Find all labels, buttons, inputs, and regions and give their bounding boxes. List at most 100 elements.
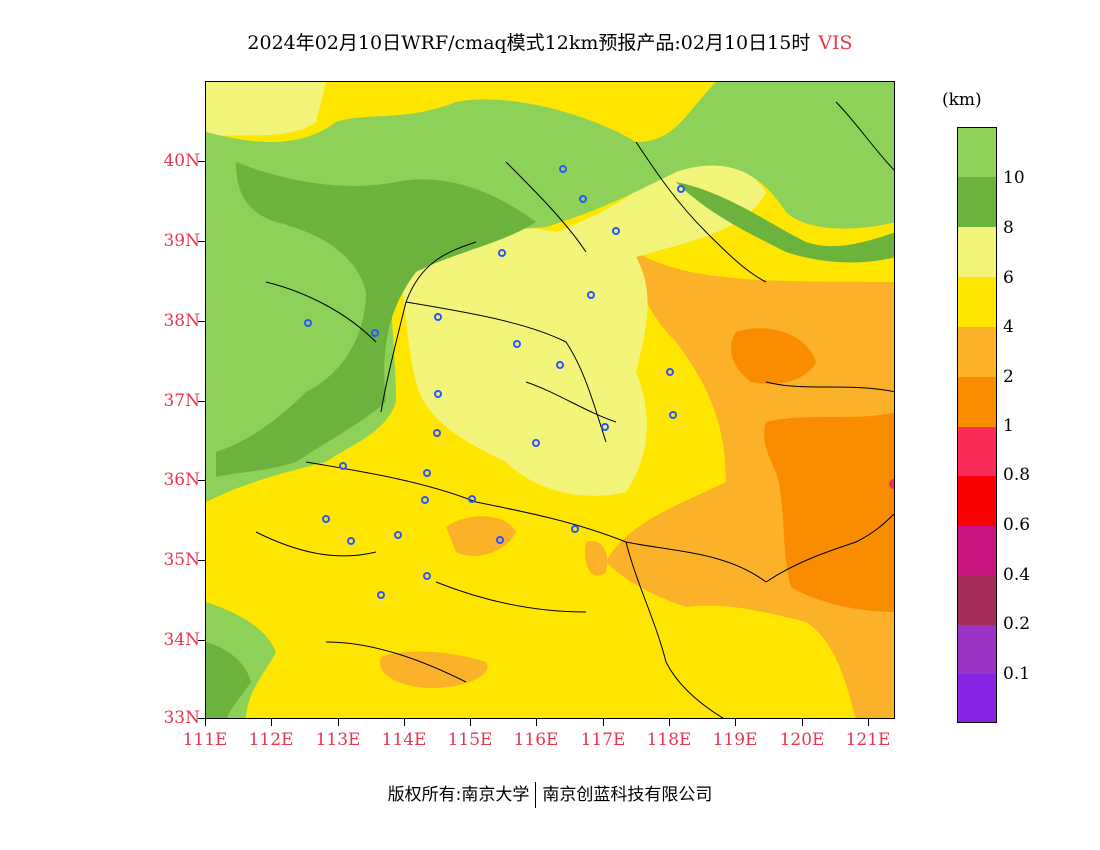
boundary-line [305, 461, 767, 583]
lon-tick [338, 719, 339, 726]
city-marker [677, 185, 685, 193]
vis-6-8-region-northwest [206, 82, 326, 137]
city-marker [377, 591, 385, 599]
city-marker [559, 165, 567, 173]
colorbar-label: 10 [1003, 168, 1025, 188]
boundary-line [525, 381, 617, 423]
lat-tick [198, 241, 205, 242]
lon-tick [470, 719, 471, 726]
lon-tick [802, 719, 803, 726]
footer-separator [535, 782, 537, 808]
lon-label-117e: 117E [580, 730, 626, 750]
city-marker [612, 227, 620, 235]
lat-tick [198, 321, 205, 322]
city-marker [421, 496, 429, 504]
lat-label-37n: 37N [163, 391, 200, 411]
lon-tick [603, 719, 604, 726]
city-marker [601, 423, 609, 431]
boundary-line [625, 541, 724, 718]
boundary-line [765, 513, 894, 583]
vis-8-10-region-west [216, 162, 536, 477]
vis-2-4-region-central [446, 516, 516, 556]
colorbar-swatch-0-6-0-8 [957, 476, 997, 526]
lon-tick [404, 719, 405, 726]
city-marker [434, 313, 442, 321]
colorbar-swatch-below-0-1 [957, 674, 997, 723]
lon-label-114e: 114E [381, 730, 427, 750]
boundary-line [405, 301, 607, 443]
colorbar-label: 8 [1003, 218, 1014, 238]
city-marker [556, 361, 564, 369]
city-marker [498, 249, 506, 257]
city-marker [347, 537, 355, 545]
colorbar-label: 1 [1003, 416, 1014, 436]
colorbar-swatch-0-4-0-6 [957, 526, 997, 576]
lon-label-115e: 115E [447, 730, 493, 750]
city-marker [468, 495, 476, 503]
colorbar-swatch-8-10 [957, 177, 997, 227]
lat-label-34n: 34N [163, 630, 200, 650]
lon-tick [735, 719, 736, 726]
boundary-line [325, 641, 467, 683]
boundary-line [765, 381, 894, 393]
lon-tick [536, 719, 537, 726]
colorbar-swatch-1-2 [957, 377, 997, 427]
colorbar-label: 0.6 [1003, 515, 1031, 535]
city-marker [304, 319, 312, 327]
lat-tick [198, 480, 205, 481]
lat-tick [198, 718, 205, 719]
city-marker [571, 525, 579, 533]
city-marker [532, 439, 540, 447]
lon-label-119e: 119E [712, 730, 758, 750]
lat-tick [198, 161, 205, 162]
city-marker [339, 462, 347, 470]
vis-8-10-region-northeast [676, 182, 894, 263]
visibility-map [205, 81, 895, 719]
colorbar-swatch-0-1-0-2 [957, 625, 997, 674]
colorbar-swatch-6-8 [957, 227, 997, 277]
colorbar-swatch-10-plus [957, 127, 997, 177]
boundary-line [835, 101, 894, 171]
lon-label-113e: 113E [315, 730, 361, 750]
city-marker [423, 572, 431, 580]
boundary-line [635, 141, 767, 283]
colorbar-swatch-0-2-0-4 [957, 576, 997, 625]
boundary-line [435, 581, 587, 613]
city-marker [423, 469, 431, 477]
city-marker [513, 340, 521, 348]
city-marker [669, 411, 677, 419]
colorbar-swatch-0-8-1 [957, 427, 997, 476]
city-markers [304, 165, 685, 599]
title-text: 2024年02月10日WRF/cmaq模式12km预报产品:02月10日15时 [247, 32, 811, 54]
colorbar-label: 6 [1003, 268, 1014, 288]
lon-tick [868, 719, 869, 726]
boundary-line [505, 161, 587, 253]
vis-2-4-region-east [606, 252, 894, 718]
lat-tick [198, 640, 205, 641]
colorbar-swatch-2-4 [957, 327, 997, 377]
vis-1-2-region-north [731, 328, 816, 384]
lon-label-116e: 116E [513, 730, 559, 750]
lat-label-39n: 39N [163, 231, 200, 251]
vis-0-8-1-spot [889, 479, 894, 489]
lat-label-40n: 40N [163, 151, 200, 171]
lon-tick [669, 719, 670, 726]
city-marker [579, 195, 587, 203]
copyright-left: 版权所有:南京大学 [387, 785, 530, 805]
colorbar-label: 0.8 [1003, 465, 1031, 485]
city-marker [371, 329, 379, 337]
lon-tick [271, 719, 272, 726]
city-marker [322, 515, 330, 523]
lat-label-33n: 33N [163, 708, 200, 728]
vis-1-2-region-east [764, 412, 894, 612]
lat-label-38n: 38N [163, 311, 200, 331]
vis-2-4-region-small [585, 541, 608, 576]
boundary-line [265, 281, 377, 343]
lon-label-111e: 111E [182, 730, 228, 750]
colorbar-label: 0.2 [1003, 614, 1031, 634]
colorbar-label: 4 [1003, 317, 1014, 337]
city-marker [434, 390, 442, 398]
lon-label-121e: 121E [845, 730, 891, 750]
copyright-footer: 版权所有:南京大学 南京创蓝科技有限公司 [0, 780, 1100, 808]
city-marker [496, 536, 504, 544]
